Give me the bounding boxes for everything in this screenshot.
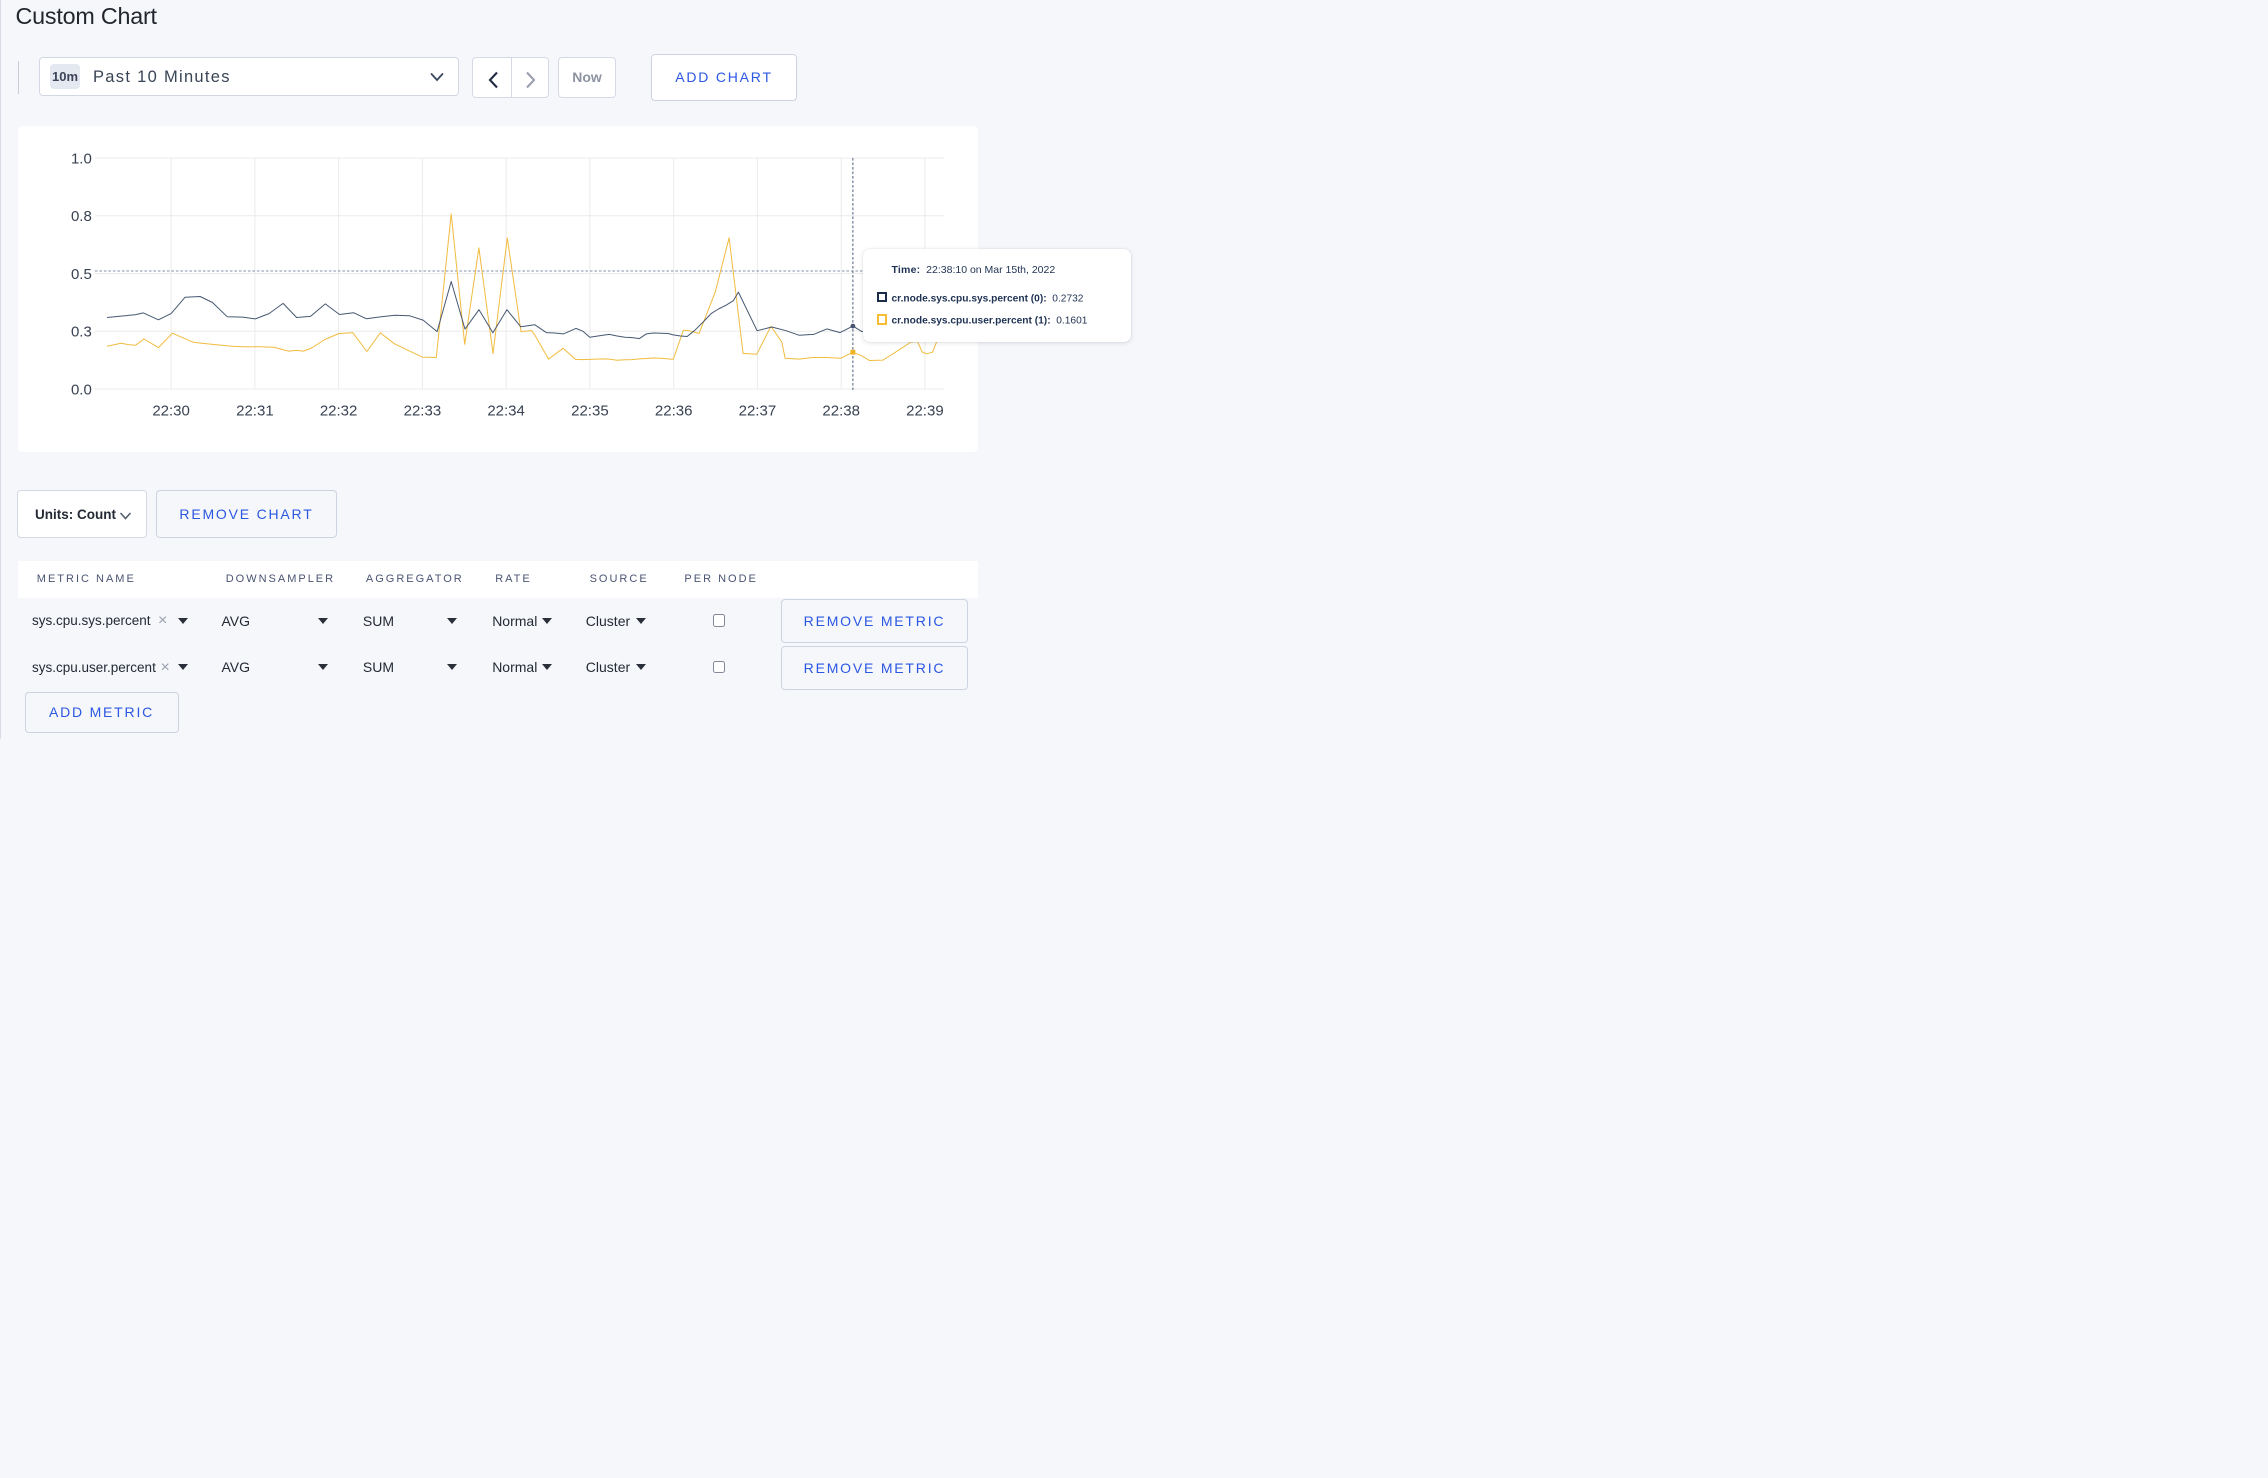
svg-text:22:35: 22:35 — [571, 403, 609, 420]
svg-text:22:30: 22:30 — [152, 403, 190, 420]
svg-text:22:39: 22:39 — [906, 403, 944, 420]
svg-text:22:33: 22:33 — [403, 403, 441, 420]
svg-text:22:37: 22:37 — [738, 403, 776, 420]
svg-text:22:34: 22:34 — [487, 403, 525, 420]
svg-text:22:31: 22:31 — [236, 403, 274, 420]
svg-text:0.8: 0.8 — [70, 208, 91, 225]
svg-text:22:32: 22:32 — [319, 403, 357, 420]
svg-text:0.5: 0.5 — [70, 266, 91, 283]
svg-text:22:36: 22:36 — [654, 403, 692, 420]
svg-text:1.0: 1.0 — [70, 150, 91, 167]
svg-text:0.3: 0.3 — [70, 324, 91, 341]
svg-text:0.0: 0.0 — [70, 381, 91, 398]
svg-text:22:38: 22:38 — [822, 403, 860, 420]
